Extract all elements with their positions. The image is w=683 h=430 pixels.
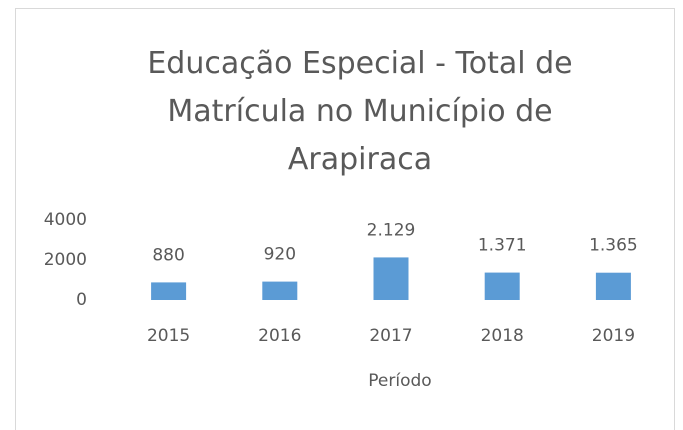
bar xyxy=(373,257,409,300)
chart-title: Educação Especial - Total de Matrícula n… xyxy=(147,46,573,177)
bar xyxy=(484,272,520,300)
chart-frame xyxy=(15,8,675,430)
x-tick-label: 2017 xyxy=(369,326,412,346)
data-label: 920 xyxy=(264,245,296,265)
x-tick-label: 2018 xyxy=(481,326,524,346)
data-label: 2.129 xyxy=(367,220,416,240)
bar xyxy=(595,272,631,300)
data-label: 1.365 xyxy=(589,236,638,256)
x-tick-label: 2016 xyxy=(258,326,301,346)
y-tick-label: 2000 xyxy=(44,250,87,270)
data-label: 1.371 xyxy=(478,236,527,256)
y-tick-label: 4000 xyxy=(44,210,87,230)
bar xyxy=(262,281,298,300)
y-tick-label: 0 xyxy=(76,290,87,310)
data-label: 880 xyxy=(152,245,184,265)
x-tick-label: 2015 xyxy=(147,326,190,346)
bar xyxy=(151,282,187,300)
x-tick-label: 2019 xyxy=(592,326,635,346)
x-axis-label: Período xyxy=(368,371,431,391)
